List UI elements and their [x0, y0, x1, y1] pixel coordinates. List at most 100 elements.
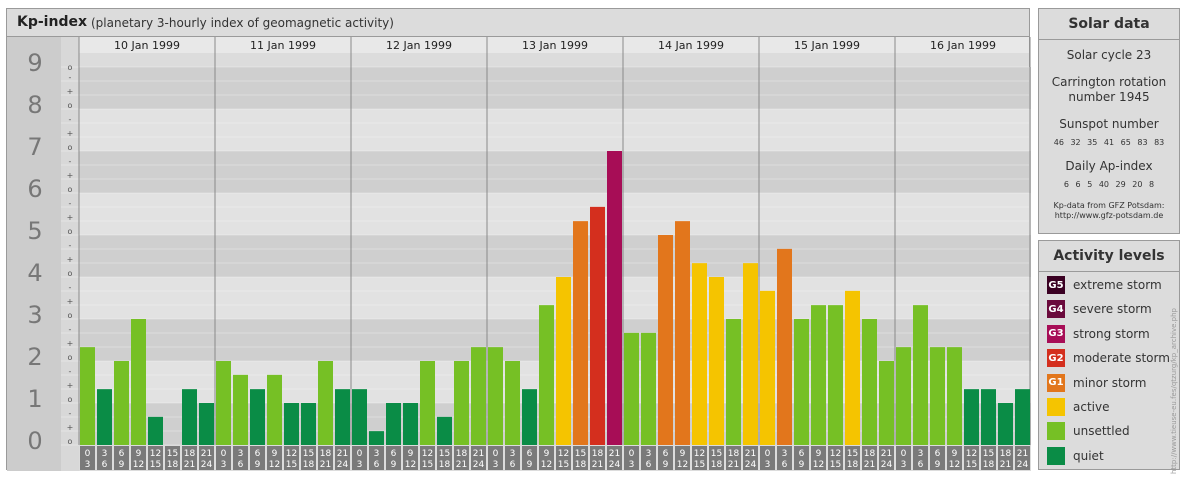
kp-bar — [896, 347, 911, 445]
hour-start-label: 12 — [694, 449, 705, 459]
y-minor-tick: o — [68, 353, 73, 362]
y-minor-tick: o — [68, 101, 73, 110]
legend-swatch — [1047, 446, 1065, 465]
hour-start-label: 3 — [238, 449, 244, 459]
legend-item: G4 severe storm — [1047, 299, 1152, 319]
hour-end-label: 9 — [799, 460, 805, 470]
hour-box — [181, 445, 198, 471]
kp-bar — [352, 389, 367, 445]
kp-bar — [403, 403, 418, 445]
hour-end-label: 3 — [357, 460, 363, 470]
kp-bar — [471, 347, 486, 445]
hour-start-label: 0 — [629, 449, 635, 459]
hour-end-label: 12 — [541, 460, 552, 470]
kp-bar — [131, 319, 146, 445]
kp-bar — [794, 319, 809, 445]
kp-bar — [947, 347, 962, 445]
hour-end-label: 15 — [422, 460, 433, 470]
hour-box — [215, 445, 232, 471]
kp-bar — [743, 263, 758, 445]
kp-bar — [182, 389, 197, 445]
hour-end-label: 9 — [119, 460, 125, 470]
kp-bar — [250, 389, 265, 445]
hour-box — [249, 445, 266, 471]
hour-end-label: 21 — [592, 460, 603, 470]
hour-end-label: 9 — [527, 460, 533, 470]
legend-label: unsettled — [1073, 424, 1130, 439]
legend-swatch — [1047, 398, 1065, 416]
hour-end-label: 9 — [391, 460, 397, 470]
y-minor-tick: o — [68, 311, 73, 320]
hour-end-label: 6 — [918, 460, 924, 470]
hour-end-label: 3 — [765, 460, 771, 470]
hour-start-label: 0 — [221, 449, 227, 459]
hour-box — [793, 445, 810, 471]
day-label: 11 Jan 1999 — [250, 39, 316, 52]
hour-box — [827, 445, 844, 471]
kp-bar — [369, 431, 384, 445]
hour-end-label: 24 — [473, 460, 485, 470]
day-label: 16 Jan 1999 — [930, 39, 996, 52]
date-strip — [79, 37, 1029, 53]
kp-bar — [539, 305, 554, 445]
y-minor-tick: + — [67, 255, 74, 264]
kp-bar — [114, 361, 129, 445]
hour-end-label: 3 — [901, 460, 907, 470]
y-label-column — [7, 37, 61, 471]
y-minor-tick: - — [69, 367, 72, 376]
y-minor-tick: o — [68, 143, 73, 152]
day-label: 15 Jan 1999 — [794, 39, 860, 52]
kp-bar — [777, 248, 792, 445]
hour-start-label: 21 — [609, 449, 620, 459]
hour-end-label: 24 — [201, 460, 213, 470]
hour-end-label: 24 — [337, 460, 349, 470]
y-tick-label: 2 — [27, 343, 42, 371]
carrington-line-1: Carrington rotation — [1051, 75, 1167, 89]
kp-bar — [607, 151, 622, 445]
hour-start-label: 21 — [201, 449, 212, 459]
hour-end-label: 6 — [646, 460, 652, 470]
kp-bar — [981, 389, 996, 445]
hour-box — [861, 445, 878, 471]
day-label: 12 Jan 1999 — [386, 39, 452, 52]
legend-swatch: G3 — [1047, 324, 1065, 343]
legend-label: severe storm — [1073, 302, 1152, 317]
hour-start-label: 18 — [320, 449, 332, 459]
hour-end-label: 3 — [629, 460, 635, 470]
legend-swatch — [1047, 422, 1065, 441]
hour-box — [538, 445, 555, 471]
hour-end-label: 18 — [167, 460, 179, 470]
hour-box — [912, 445, 929, 471]
carrington-line-2: number 1945 — [1068, 90, 1150, 104]
y-tick-label: 3 — [27, 301, 42, 329]
hour-start-label: 3 — [918, 449, 924, 459]
kp-bar — [726, 319, 741, 445]
hour-start-label: 18 — [456, 449, 468, 459]
y-tick-label: 0 — [27, 427, 42, 455]
hour-end-label: 24 — [609, 460, 621, 470]
band-2 — [7, 319, 1031, 361]
hour-box — [691, 445, 708, 471]
solar-cycle: Solar cycle 23 — [1066, 48, 1152, 62]
hour-box — [521, 445, 538, 471]
hour-start-label: 9 — [816, 449, 822, 459]
hour-box — [351, 445, 368, 471]
hour-box — [725, 445, 742, 471]
hour-box — [453, 445, 470, 471]
hour-box — [436, 445, 453, 471]
kp-bar — [828, 305, 843, 445]
hour-box — [946, 445, 963, 471]
y-minor-tick: - — [69, 115, 72, 124]
hour-box — [402, 445, 419, 471]
y-minor-tick: - — [69, 73, 72, 82]
hour-box — [470, 445, 487, 471]
y-tick-label: 1 — [27, 385, 42, 413]
hour-start-label: 6 — [391, 449, 397, 459]
kp-bar — [760, 290, 775, 445]
hour-box — [368, 445, 385, 471]
hour-end-label: 12 — [949, 460, 960, 470]
hour-box — [657, 445, 674, 471]
y-tick-label: 7 — [27, 133, 42, 161]
y-minor-tick: o — [68, 269, 73, 278]
hour-end-label: 6 — [782, 460, 788, 470]
